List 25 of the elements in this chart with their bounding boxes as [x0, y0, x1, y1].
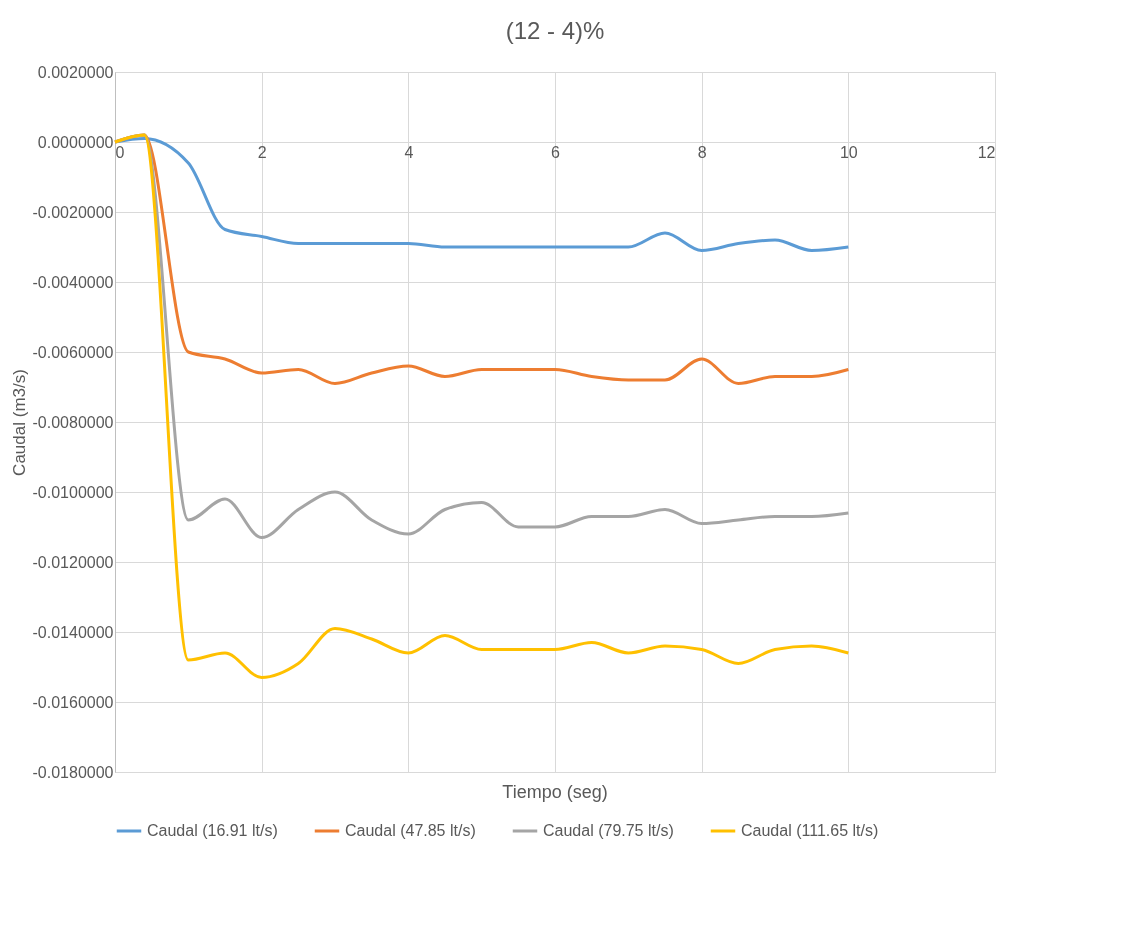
legend-label: Caudal (79.75 lt/s): [543, 822, 674, 839]
y-tick-label: -0.0160000: [32, 693, 114, 711]
y-tick-label: -0.0100000: [32, 483, 114, 501]
y-tick-label: -0.0020000: [32, 203, 114, 221]
legend-label: Caudal (16.91 lt/s): [147, 822, 278, 839]
x-tick-label: 2: [257, 143, 267, 161]
legend-label: Caudal (47.85 lt/s): [345, 822, 476, 839]
y-tick-label: -0.0120000: [32, 553, 114, 571]
x-tick-label: 12: [977, 143, 996, 161]
y-axis-title: Caudal (m3/s): [9, 369, 29, 476]
y-tick-label: -0.0180000: [32, 763, 114, 781]
chart-title: (12 - 4)%: [505, 17, 605, 44]
x-tick-label: 0: [115, 143, 125, 161]
x-tick-label: 4: [404, 143, 414, 161]
y-tick-label: -0.0080000: [32, 413, 114, 431]
y-tick-label: -0.0060000: [32, 343, 114, 361]
x-tick-label: 8: [697, 143, 707, 161]
legend-label: Caudal (111.65 lt/s): [741, 822, 879, 839]
y-tick-label: -0.0040000: [32, 273, 114, 291]
x-tick-label: 6: [551, 143, 561, 161]
y-tick-label: 0.0020000: [37, 63, 114, 81]
x-axis-title: Tiempo (seg): [502, 782, 608, 802]
x-tick-label: 10: [839, 143, 858, 161]
y-tick-label: 0.0000000: [37, 133, 114, 151]
y-tick-label: -0.0140000: [32, 623, 114, 641]
